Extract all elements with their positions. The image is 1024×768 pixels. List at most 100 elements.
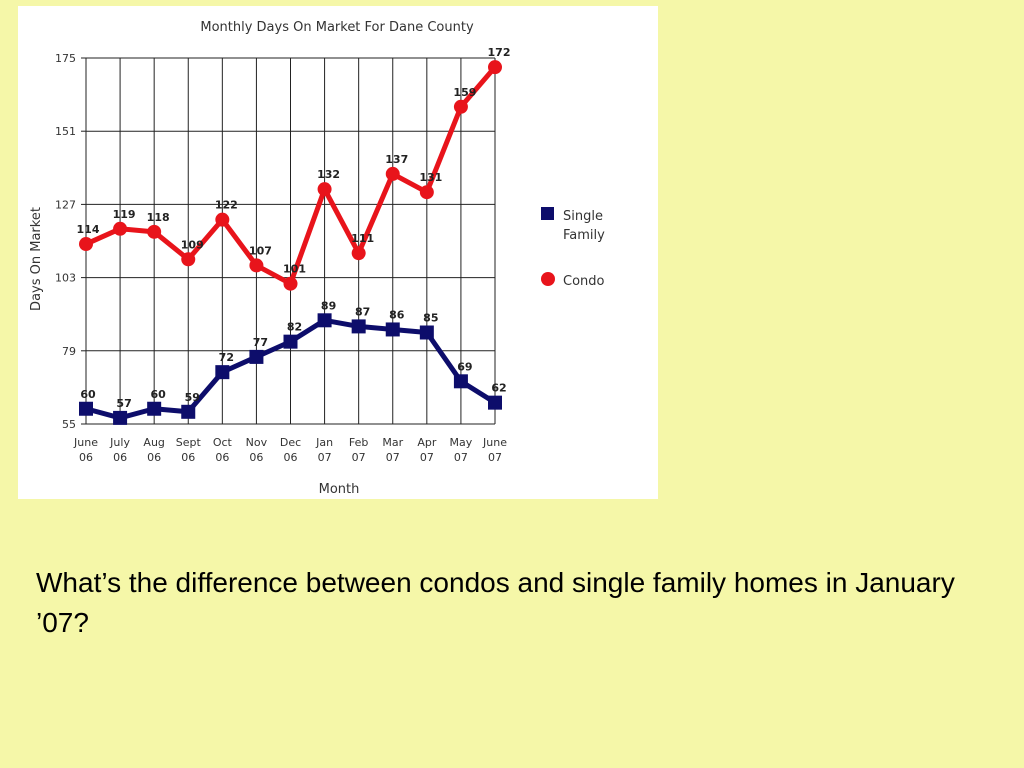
y-tick-label: 175 [55,52,76,65]
x-tick-label: Feb [349,436,368,449]
data-label: 85 [423,312,438,325]
x-tick-label: 07 [352,451,366,464]
data-label: 89 [321,299,336,312]
y-tick-label: 79 [62,345,76,358]
condo-marker [317,182,332,197]
single-family-marker [283,334,298,349]
legend-condo-icon [541,272,555,286]
condo-marker [113,221,128,236]
x-tick-label: 06 [215,451,229,464]
single-family-marker [215,365,230,380]
x-tick-label: Jan [315,436,333,449]
data-label: 159 [453,86,476,99]
data-label: 101 [283,263,306,276]
data-label: 60 [151,388,167,401]
data-label: 72 [219,351,234,364]
condo-marker [419,185,434,200]
legend-label: Condo [563,274,605,289]
y-tick-label: 127 [55,198,76,211]
data-label: 87 [355,305,370,318]
legend-single-family-icon [541,207,554,220]
data-label: 107 [249,244,272,257]
single-family-marker [419,325,434,340]
condo-marker [79,237,93,252]
data-label: 82 [287,321,302,334]
condo-marker [249,258,264,273]
condo-marker [351,246,366,261]
single-family-marker [385,322,400,337]
single-family-marker [113,410,128,425]
data-label: 62 [491,382,506,395]
x-tick-label: June [73,436,98,449]
x-tick-label: Mar [382,436,403,449]
data-label: 86 [389,308,405,321]
condo-marker [147,224,162,239]
x-tick-label: Aug [143,436,164,449]
x-tick-label: 06 [147,451,161,464]
grid [85,57,496,425]
data-label: 111 [351,232,374,245]
single-family-marker [147,401,162,416]
x-tick-label: 06 [284,451,298,464]
condo-marker [385,166,400,181]
x-tick-label: Apr [417,436,437,449]
x-tick-label: Sept [176,436,202,449]
x-tick-label: 07 [318,451,332,464]
y-tick-label: 151 [55,125,76,138]
x-tick-label: 07 [420,451,434,464]
x-tick-label: Oct [213,436,233,449]
data-label: 132 [317,168,340,181]
x-tick-label: May [450,436,473,449]
data-label: 57 [116,397,131,410]
data-labels: 60 57 60 59 72 77 82 89 87 86 85 69 62 114 119 118 109 12… [77,46,511,410]
y-tick-label: 103 [55,272,76,285]
chart-title: Monthly Days On Market For Dane County [200,20,474,35]
legend: Single Family Condo [541,207,605,289]
data-label: 77 [253,336,268,349]
data-label: 172 [488,46,511,59]
x-axis-label: Month [319,482,360,497]
single-family-marker [79,401,93,416]
single-family-marker [181,404,196,419]
x-tick-label: 06 [113,451,127,464]
single-family-marker [453,374,468,389]
data-label: 137 [385,153,408,166]
x-tick-label: 07 [454,451,468,464]
condo-marker [181,252,196,267]
data-label: 60 [80,388,96,401]
data-label: 109 [181,238,204,251]
x-tick-label: 06 [249,451,263,464]
single-family-marker [351,319,366,334]
single-family-marker [317,313,332,328]
condo-marker [283,276,298,291]
legend-label: Family [563,228,605,243]
data-label: 122 [215,199,238,212]
y-axis-label: Days On Market [29,207,44,311]
single-family-marker [488,395,502,410]
data-label: 69 [457,360,472,373]
x-tick-label: Nov [246,436,268,449]
data-label: 118 [147,211,170,224]
x-tick-label: Dec [280,436,301,449]
chart-panel: Monthly Days On Market For Dane County 5… [18,6,658,499]
x-tick-label: July [109,436,130,449]
single-family-marker [249,349,264,364]
question-text: What’s the difference between condos and… [36,567,955,638]
y-tick-label: 55 [62,418,76,431]
condo-marker [453,99,468,114]
legend-label: Single [563,209,603,224]
data-label: 59 [185,391,200,404]
x-tick-label: 07 [386,451,400,464]
series-area [79,60,502,425]
data-label: 114 [77,223,100,236]
data-label: 131 [419,171,442,184]
x-tick-label: 06 [79,451,93,464]
x-tick-label: 06 [181,451,195,464]
axes: 55 79 103 127 151 175 June 06 July 06 Aug 06 Sept 06 O… [55,52,507,464]
condo-marker [215,212,230,227]
x-tick-label: June [482,436,507,449]
condo-marker [488,60,502,75]
line-chart: Monthly Days On Market For Dane County 5… [29,20,605,497]
x-tick-label: 07 [488,451,502,464]
data-label: 119 [113,208,136,221]
